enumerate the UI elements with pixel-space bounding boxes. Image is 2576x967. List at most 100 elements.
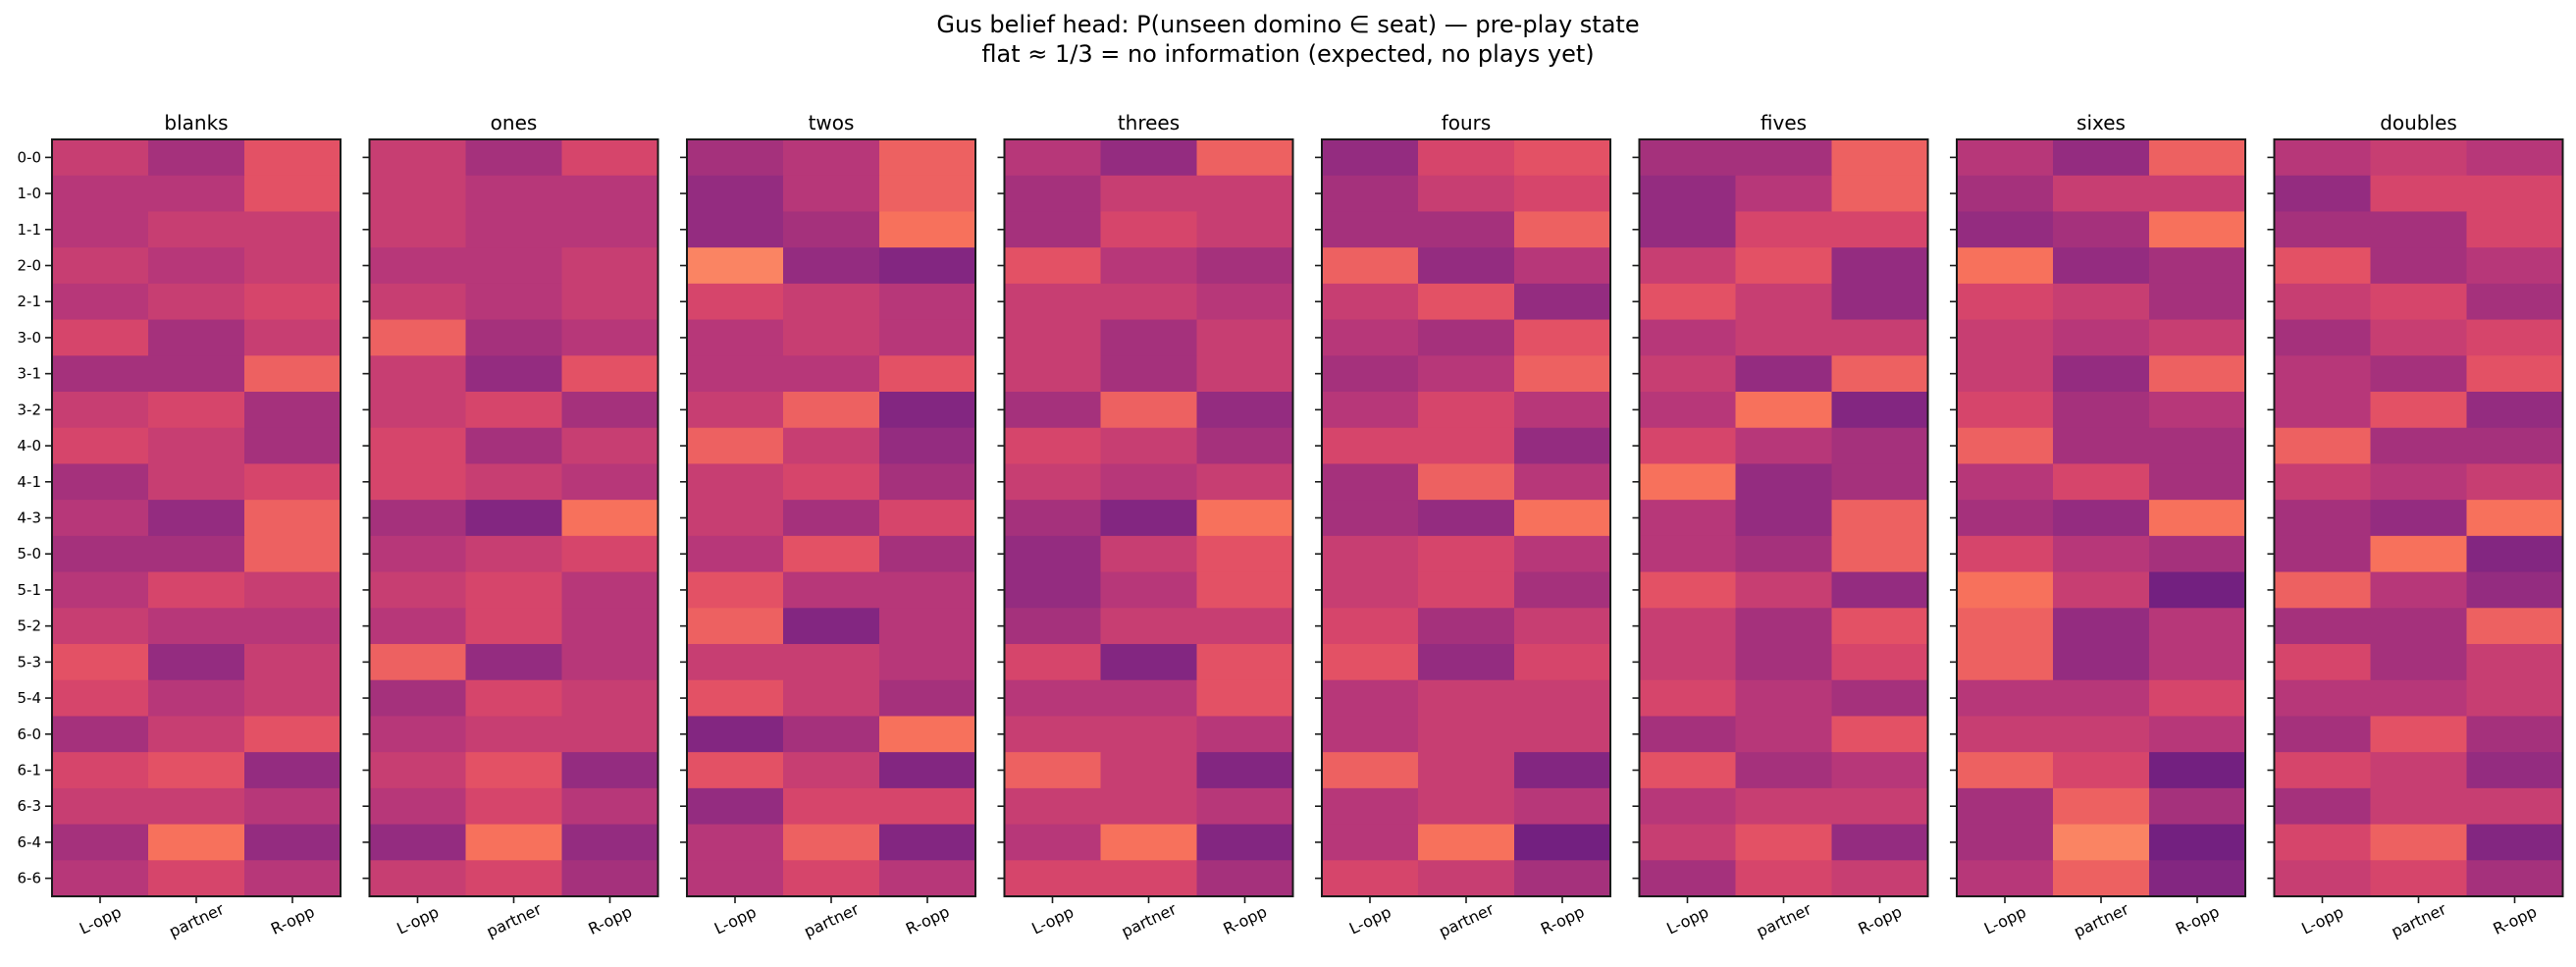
heatmap-cell: fives 4-3 L-opp: 0.328 <box>1639 500 1737 537</box>
heatmap-cell: sixes 6-6 L-opp: 0.328 <box>1957 860 2054 897</box>
heatmap-cell: doubles 6-0 L-opp: 0.321 <box>2274 716 2372 753</box>
heatmap-cell: fours 2-0 partner: 0.314 <box>1418 247 1515 285</box>
heatmap-cell: fives 6-4 R-opp: 0.314 <box>1831 824 1929 861</box>
heatmap-cell: fives 6-1 partner: 0.321 <box>1735 752 1833 789</box>
heatmap-cell: fours 5-4 L-opp: 0.328 <box>1322 679 1419 718</box>
heatmap-cell: fives 5-3 partner: 0.321 <box>1735 644 1833 681</box>
heatmap-cell: fours 3-2 L-opp: 0.328 <box>1322 392 1419 429</box>
x-tick-label: R-opp <box>2173 902 2222 939</box>
heatmap-cell: sixes 6-3 L-opp: 0.321 <box>1957 787 2054 826</box>
heatmap-cell: twos 4-1 R-opp: 0.321 <box>879 463 976 501</box>
heatmap-cell: fours 5-3 partner: 0.314 <box>1418 644 1515 681</box>
heatmap-cell: sixes 1-0 partner: 0.335 <box>2053 175 2150 213</box>
heatmap-cell: fives 4-0 R-opp: 0.321 <box>1831 427 1929 465</box>
heatmap-cell: fives 5-2 partner: 0.321 <box>1735 608 1833 645</box>
heatmap-cell: sixes 3-1 partner: 0.314 <box>2053 355 2150 393</box>
heatmap-cell: threes 6-4 R-opp: 0.307 <box>1196 824 1294 861</box>
heatmap-cell: twos 1-0 L-opp: 0.314 <box>687 175 784 213</box>
heatmap-cell: blanks 6-4 R-opp: 0.314 <box>244 824 342 861</box>
heatmap-cell: fours 6-4 R-opp: 0.3 <box>1514 824 1611 861</box>
heatmap-cell: fives 5-1 L-opp: 0.349 <box>1639 571 1737 609</box>
heatmap-cell: threes 6-6 partner: 0.342 <box>1100 860 1198 897</box>
heatmap-cell: fives 2-1 R-opp: 0.314 <box>1831 283 1929 321</box>
heatmap-cell: threes 4-0 partner: 0.335 <box>1100 427 1198 465</box>
y-tick-label: 2-1 <box>18 293 42 310</box>
heatmap-cell: ones 5-4 L-opp: 0.321 <box>369 679 467 718</box>
heatmap-cell: blanks 5-1 partner: 0.342 <box>148 571 245 609</box>
heatmap-cell: threes 1-0 L-opp: 0.321 <box>1004 175 1102 213</box>
heatmap-cell: doubles 6-6 R-opp: 0.321 <box>2466 860 2564 897</box>
heatmap-cell: fours 2-1 L-opp: 0.335 <box>1322 283 1419 321</box>
heatmap-cell: fours 6-1 L-opp: 0.356 <box>1322 752 1419 789</box>
heatmap-cell: ones 6-0 partner: 0.335 <box>465 716 563 753</box>
heatmap-cell: threes 3-0 partner: 0.321 <box>1100 319 1198 356</box>
heatmap-cell: ones 4-1 partner: 0.335 <box>465 463 563 501</box>
heatmap-cell: threes 2-1 partner: 0.335 <box>1100 283 1198 321</box>
heatmap-cell: ones 6-3 R-opp: 0.328 <box>561 787 659 826</box>
x-tick-label: partner <box>166 899 227 940</box>
heatmap-cell: fives 2-0 R-opp: 0.314 <box>1831 247 1929 285</box>
heatmap-cell: fives 3-2 R-opp: 0.307 <box>1831 392 1929 429</box>
heatmap-cell: sixes 0-0 partner: 0.314 <box>2053 139 2150 177</box>
x-tick-label: R-opp <box>1538 902 1587 939</box>
heatmap-cell: fours 6-6 partner: 0.335 <box>1418 860 1515 897</box>
heatmap-cell: ones 5-4 partner: 0.342 <box>465 679 563 718</box>
heatmap-cell: sixes 5-0 partner: 0.328 <box>2053 535 2150 573</box>
heatmap-cell: fours 6-0 partner: 0.335 <box>1418 716 1515 753</box>
heatmap-cell: fives 5-3 L-opp: 0.335 <box>1639 644 1737 681</box>
heatmap-cell: twos 4-3 R-opp: 0.342 <box>879 500 976 537</box>
heatmap-cell: twos 6-0 R-opp: 0.363 <box>879 716 976 753</box>
heatmap-cell: sixes 5-2 L-opp: 0.356 <box>1957 608 2054 645</box>
heatmap-cell: twos 5-2 R-opp: 0.328 <box>879 608 976 645</box>
heatmap-cell: doubles 5-1 R-opp: 0.314 <box>2466 571 2564 609</box>
heatmap-cell: sixes 2-1 L-opp: 0.342 <box>1957 283 2054 321</box>
heatmap-cell: threes 6-4 L-opp: 0.328 <box>1004 824 1102 861</box>
heatmap-cell: sixes 4-1 R-opp: 0.321 <box>2149 463 2246 501</box>
y-tick-label: 2-0 <box>18 257 42 275</box>
heatmap-cell: twos 4-0 partner: 0.335 <box>783 427 880 465</box>
heatmap-cell: doubles 4-0 L-opp: 0.356 <box>2274 427 2372 465</box>
heatmap-cell: sixes 4-3 R-opp: 0.363 <box>2149 500 2246 537</box>
panel-title: threes <box>1118 111 1180 134</box>
heatmap-cell: threes 6-3 R-opp: 0.328 <box>1196 787 1294 826</box>
heatmap-cell: fours 3-1 R-opp: 0.356 <box>1514 355 1611 393</box>
heatmap-cell: blanks 0-0 L-opp: 0.335 <box>52 139 149 177</box>
heatmap-cell: blanks 5-4 partner: 0.328 <box>148 679 245 718</box>
heatmap-cell: threes 6-1 R-opp: 0.307 <box>1196 752 1294 789</box>
heatmap-cell: threes 3-0 L-opp: 0.335 <box>1004 319 1102 356</box>
heatmap-cell: doubles 4-0 R-opp: 0.321 <box>2466 427 2564 465</box>
heatmap-cell: fives 6-3 R-opp: 0.335 <box>1831 787 1929 826</box>
heatmap-cell: doubles 0-0 L-opp: 0.328 <box>2274 139 2372 177</box>
heatmap-cell: blanks 5-3 R-opp: 0.335 <box>244 644 342 681</box>
heatmap-cell: blanks 5-4 R-opp: 0.335 <box>244 679 342 718</box>
heatmap-cell: threes 2-0 R-opp: 0.321 <box>1196 247 1294 285</box>
heatmap-cell: fours 1-1 R-opp: 0.356 <box>1514 211 1611 248</box>
heatmap-cell: blanks 4-1 R-opp: 0.342 <box>244 463 342 501</box>
heatmap-cell: blanks 3-1 partner: 0.321 <box>148 355 245 393</box>
heatmap-cell: fives 5-1 partner: 0.335 <box>1735 571 1833 609</box>
heatmap-cell: sixes 3-1 L-opp: 0.335 <box>1957 355 2054 393</box>
heatmap-cell: doubles 2-1 R-opp: 0.321 <box>2466 283 2564 321</box>
heatmap-cell: threes 3-2 partner: 0.356 <box>1100 392 1198 429</box>
heatmap-cell: fours 1-0 L-opp: 0.321 <box>1322 175 1419 213</box>
heatmap-cell: blanks 3-2 L-opp: 0.335 <box>52 392 149 429</box>
y-tick-label: 4-0 <box>18 437 42 455</box>
heatmap-cell: doubles 6-1 partner: 0.335 <box>2370 752 2468 789</box>
heatmap-cell: fives 0-0 L-opp: 0.321 <box>1639 139 1737 177</box>
heatmap-cell: sixes 5-1 L-opp: 0.363 <box>1957 571 2054 609</box>
heatmap-cell: threes 5-2 partner: 0.335 <box>1100 608 1198 645</box>
heatmap-cell: sixes 5-4 L-opp: 0.328 <box>1957 679 2054 718</box>
heatmap-cell: doubles 5-1 partner: 0.328 <box>2370 571 2468 609</box>
heatmap-cell: doubles 5-2 L-opp: 0.321 <box>2274 608 2372 645</box>
y-tick-label: 1-1 <box>18 221 42 239</box>
heatmap-cell: ones 3-1 L-opp: 0.335 <box>369 355 467 393</box>
heatmap-cell: threes 5-1 R-opp: 0.349 <box>1196 571 1294 609</box>
heatmap-cell: fours 6-3 R-opp: 0.328 <box>1514 787 1611 826</box>
heatmap-cell: sixes 0-0 L-opp: 0.328 <box>1957 139 2054 177</box>
heatmap-cell: ones 0-0 partner: 0.321 <box>465 139 563 177</box>
heatmap-cell: blanks 3-0 L-opp: 0.342 <box>52 319 149 356</box>
heatmap-cell: twos 5-3 L-opp: 0.335 <box>687 644 784 681</box>
heatmap-cell: doubles 6-4 partner: 0.356 <box>2370 824 2468 861</box>
heatmap-cell: sixes 6-0 partner: 0.335 <box>2053 716 2150 753</box>
heatmap-cell: blanks 1-1 L-opp: 0.328 <box>52 211 149 248</box>
